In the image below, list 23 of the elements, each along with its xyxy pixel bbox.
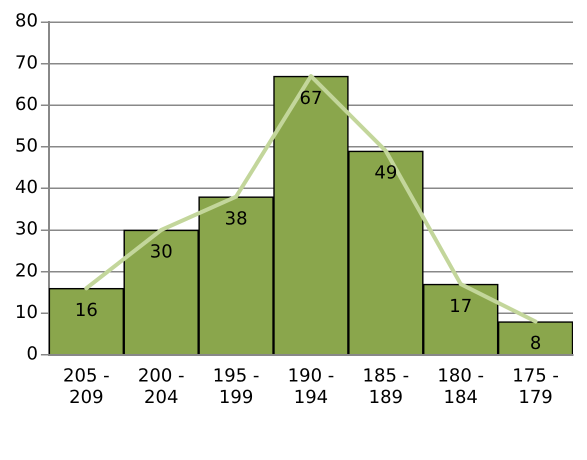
y-tick-label: 40 <box>15 177 38 198</box>
data-label: 16 <box>74 300 98 321</box>
y-tick-label: 0 <box>26 343 38 364</box>
x-tick-label: 205 - 209 <box>63 365 110 408</box>
x-tick-label: 200 - 204 <box>138 365 184 408</box>
x-tick-label: 180 - 184 <box>437 365 484 408</box>
data-label: 49 <box>374 162 398 184</box>
x-tick-label: 175 - 179 <box>512 365 559 408</box>
data-label: 17 <box>449 296 472 317</box>
data-label: 67 <box>300 88 322 109</box>
data-label: 30 <box>150 242 173 263</box>
x-tick-label: 190 - 194 <box>288 365 334 408</box>
x-tick-label: 185 - 189 <box>362 365 410 408</box>
y-tick-label: 20 <box>15 260 38 282</box>
y-tick-label: 10 <box>15 302 38 323</box>
y-tick-label: 80 <box>15 10 38 32</box>
y-tick-label: 60 <box>15 94 38 115</box>
data-label: 38 <box>224 208 248 230</box>
y-tick-label: 70 <box>15 52 38 74</box>
y-tick-label: 50 <box>15 135 38 156</box>
y-tick-label: 30 <box>15 218 38 240</box>
x-tick-label: 195 - 199 <box>212 365 260 408</box>
data-label: 8 <box>530 333 542 354</box>
